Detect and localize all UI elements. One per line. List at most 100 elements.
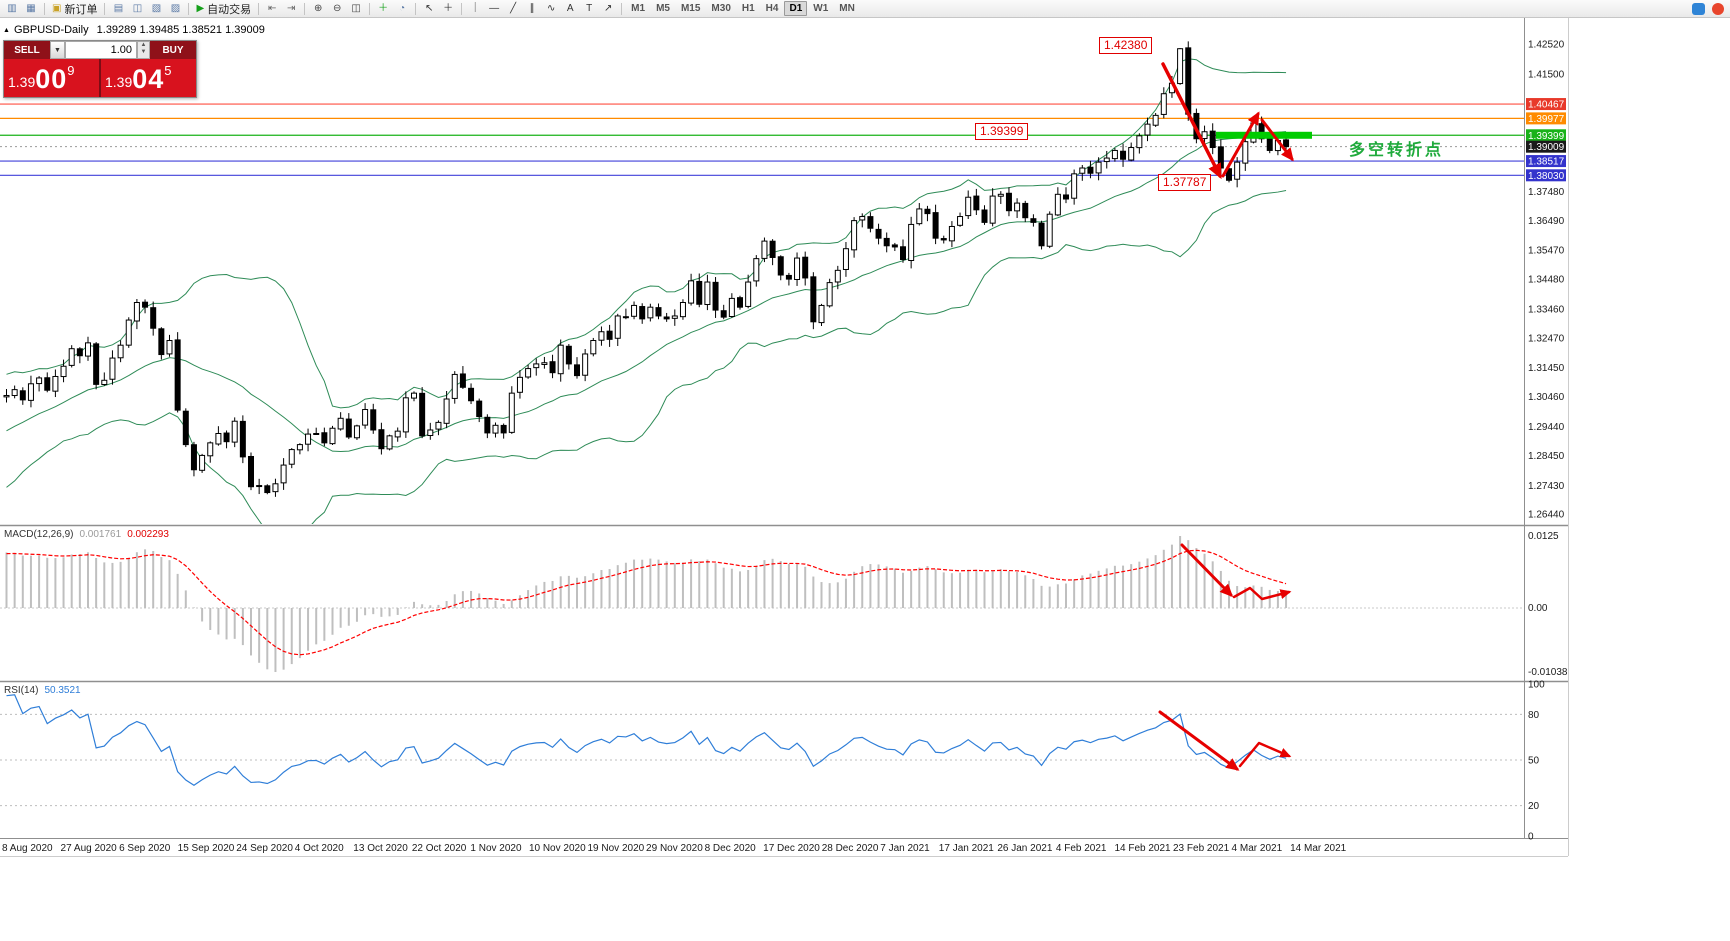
- volume-down-icon[interactable]: ▼: [140, 49, 147, 55]
- new-order-icon: ▣: [52, 2, 62, 14]
- periods-button[interactable]: ◔: [393, 1, 411, 17]
- macd-indicator-label: MACD(12,26,9) 0.001761 0.002293: [4, 529, 169, 540]
- chart-shift-icon: ⇤: [267, 2, 277, 14]
- price-badge-label: 1.40467: [1528, 100, 1565, 111]
- trade-panel-top-row: SELL ▼ 1.00 ▲ ▼ BUY: [4, 41, 196, 59]
- toolbar-separator: [621, 2, 623, 15]
- sell-button[interactable]: SELL: [4, 41, 50, 59]
- auto-scroll-button[interactable]: ⇥: [282, 1, 300, 17]
- timeframe-m30-button[interactable]: M30: [711, 3, 731, 14]
- price-axis-label: 1.30460: [1528, 392, 1565, 403]
- price-badge: [1526, 155, 1566, 168]
- tile-windows-button[interactable]: ◫: [347, 1, 365, 17]
- turning-point-label: 多空转折点: [1349, 142, 1445, 159]
- date-axis-label: 17 Dec 2020: [763, 843, 820, 854]
- trend-arrow-object[interactable]: [1238, 741, 1292, 768]
- buy-button[interactable]: BUY: [150, 41, 196, 59]
- price-badge: [1526, 140, 1566, 153]
- text-tool-button[interactable]: A: [561, 1, 579, 17]
- rsi-axis-label: 80: [1528, 710, 1540, 721]
- buy-price-button[interactable]: 1.39 04 5: [101, 59, 196, 97]
- news-alert-icon[interactable]: [1712, 3, 1724, 15]
- terminal-button[interactable]: ▨: [166, 1, 184, 17]
- price-axis-label: 1.26440: [1528, 510, 1565, 521]
- date-axis-label: 22 Oct 2020: [412, 843, 467, 854]
- price-badge-label: 1.38030: [1528, 171, 1565, 182]
- macd-histogram: [5, 536, 1288, 672]
- timeframe-m1-button[interactable]: M1: [631, 3, 646, 14]
- trend-arrow-object[interactable]: [1180, 543, 1234, 598]
- horizontal-line-button[interactable]: —: [485, 1, 503, 17]
- price-badge-label: 1.38517: [1528, 157, 1565, 168]
- timeframe-m5-button[interactable]: M5: [656, 3, 670, 14]
- price-badge: [1526, 129, 1566, 142]
- support-price-annotation[interactable]: 1.39399: [975, 123, 1029, 140]
- new-chart-button[interactable]: ▥: [3, 1, 21, 17]
- price-axis-label: 1.31450: [1528, 363, 1565, 374]
- support-zone-line[interactable]: [1216, 131, 1312, 139]
- profiles-button[interactable]: ▦: [22, 1, 40, 17]
- fibonacci-button[interactable]: ∿: [542, 1, 560, 17]
- terminal-icon: ▨: [170, 2, 181, 14]
- trend-arrow-object[interactable]: [1161, 62, 1222, 180]
- sell-price-pip: 9: [67, 63, 75, 78]
- rsi-indicator-label: RSI(14) 50.3521: [4, 685, 81, 696]
- date-axis-label: 26 Jan 2021: [997, 843, 1052, 854]
- date-axis-label: 28 Dec 2020: [822, 843, 879, 854]
- market-watch-button[interactable]: ▤: [109, 1, 127, 17]
- macd-main-value: 0.001761: [79, 529, 122, 540]
- zoom-in-icon: ⊕: [313, 2, 323, 14]
- price-axis-label: 1.28450: [1528, 451, 1565, 462]
- zoom-in-button[interactable]: ⊕: [309, 1, 327, 17]
- indicators-button[interactable]: ＋: [374, 1, 392, 17]
- new-order-label: 新订单: [64, 3, 98, 16]
- navigator-button[interactable]: ▧: [147, 1, 165, 17]
- auto-trading-button[interactable]: ▶ 自动交易: [193, 1, 254, 17]
- community-icon[interactable]: [1692, 3, 1705, 15]
- cursor-button[interactable]: ↖: [420, 1, 438, 17]
- vertical-line-button[interactable]: ｜: [466, 1, 484, 17]
- timeframe-w1-button[interactable]: W1: [813, 3, 829, 14]
- data-window-icon: ◫: [132, 2, 143, 14]
- date-axis-label: 10 Nov 2020: [529, 843, 586, 854]
- toolbar-separator: [44, 2, 45, 15]
- arrows-tool-button[interactable]: ↗: [599, 1, 617, 17]
- trendline-button[interactable]: ╱: [504, 1, 522, 17]
- trend-arrow-object[interactable]: [1232, 586, 1292, 601]
- trend-arrow-object[interactable]: [1260, 118, 1294, 162]
- toolbar-separator: [258, 2, 260, 15]
- price-axis-label: 1.29440: [1528, 422, 1565, 433]
- date-axis-label: 14 Feb 2021: [1114, 843, 1171, 854]
- low-price-annotation[interactable]: 1.37787: [1158, 174, 1212, 191]
- price-axis-label: 1.41500: [1528, 69, 1565, 80]
- chart-shift-button[interactable]: ⇤: [263, 1, 281, 17]
- price-axis-label: 1.36490: [1528, 216, 1565, 227]
- toolbar-right-icons: [1692, 3, 1724, 15]
- timeframe-d1-button[interactable]: D1: [784, 1, 808, 16]
- timeframe-mn-button[interactable]: MN: [839, 3, 855, 14]
- price-badge: [1526, 169, 1566, 182]
- crosshair-button[interactable]: ＋: [439, 1, 457, 17]
- label-tool-button[interactable]: T: [580, 1, 598, 17]
- sell-price-button[interactable]: 1.39 00 9: [4, 59, 99, 97]
- zoom-out-button[interactable]: ⊖: [328, 1, 346, 17]
- timeframe-h4-button[interactable]: H4: [765, 3, 779, 14]
- rsi-name: RSI(14): [4, 685, 39, 696]
- peak-price-annotation[interactable]: 1.42380: [1099, 37, 1153, 54]
- trend-arrow-object[interactable]: [1221, 111, 1260, 178]
- timeframe-m15-button[interactable]: M15: [680, 3, 701, 14]
- macd-signal-line: [6, 549, 1287, 656]
- new-order-button[interactable]: ▣ 新订单: [49, 1, 100, 17]
- date-axis-label: 8 Aug 2020: [2, 843, 53, 854]
- volume-input[interactable]: 1.00: [65, 41, 137, 59]
- data-window-button[interactable]: ◫: [128, 1, 146, 17]
- channel-button[interactable]: ∥: [523, 1, 541, 17]
- order-type-dropdown[interactable]: ▼: [50, 41, 65, 59]
- buy-price-big: 04: [132, 64, 165, 94]
- macd-name: MACD(12,26,9): [4, 529, 74, 540]
- volume-stepper[interactable]: ▲ ▼: [137, 41, 150, 59]
- trend-arrow-object[interactable]: [1158, 710, 1240, 771]
- timeframe-h1-button[interactable]: H1: [741, 3, 755, 14]
- volume-up-icon[interactable]: ▲: [140, 42, 147, 48]
